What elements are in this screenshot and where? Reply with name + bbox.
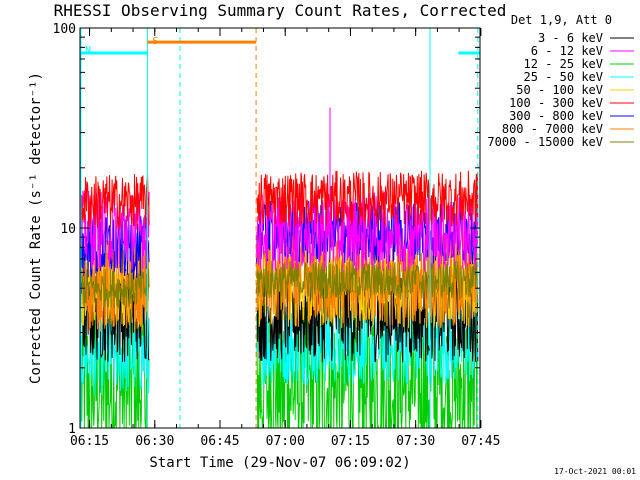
plot-data xyxy=(80,107,479,430)
footer-timestamp: 17-Oct-2021 00:01 xyxy=(554,467,636,476)
x-tick-label: 06:45 xyxy=(200,434,239,449)
series-line-7000-15000keV xyxy=(80,268,150,309)
legend-label: 12 - 25 keV xyxy=(524,57,603,71)
chart-title: RHESSI Observing Summary Count Rates, Co… xyxy=(54,1,507,20)
legend-label: 7000 - 15000 keV xyxy=(487,135,603,149)
series-line-12-25keV xyxy=(256,299,479,430)
x-tick-label: 06:30 xyxy=(135,434,174,449)
x-tick-label: 07:45 xyxy=(461,434,500,449)
x-tick-label: 07:30 xyxy=(396,434,435,449)
legend-header: Det 1,9, Att 0 xyxy=(511,13,612,27)
y-axis-label: Corrected Count Rate (s⁻¹ detector⁻¹) xyxy=(28,72,44,384)
series-line-100-300keV xyxy=(80,173,150,230)
legend-label: 800 - 7000 keV xyxy=(502,122,603,136)
legend-label: 100 - 300 keV xyxy=(509,96,603,110)
series-line-100-300keV xyxy=(256,170,479,227)
legend-label: 50 - 100 keV xyxy=(516,83,603,97)
flag-label: S xyxy=(152,36,158,47)
flag-label: N xyxy=(85,45,91,56)
x-axis-ticks: 06:15 06:30 06:45 07:00 07:15 07:30 07:45 xyxy=(70,28,500,449)
series-line-6-12keV xyxy=(256,191,479,272)
y-tick-label: 100 xyxy=(53,22,76,37)
legend-label: 3 - 6 keV xyxy=(538,31,603,45)
y-axis-ticks: 1 10 100 xyxy=(53,22,480,437)
y-tick-label: 1 xyxy=(68,422,76,437)
series-line-6-12keV xyxy=(80,190,150,270)
x-axis-label: Start Time (29-Nov-07 06:09:02) xyxy=(149,455,410,471)
series-line-25-50keV xyxy=(256,305,479,387)
y-tick-label: 10 xyxy=(60,222,76,237)
legend-label: 25 - 50 keV xyxy=(524,70,603,84)
legend-label: 6 - 12 keV xyxy=(531,44,603,58)
x-tick-label: 07:15 xyxy=(331,434,370,449)
x-tick-label: 07:00 xyxy=(266,434,305,449)
series-line-7000-15000keV xyxy=(256,259,479,300)
x-tick-label: 06:15 xyxy=(70,434,109,449)
legend-label: 300 - 800 keV xyxy=(509,109,603,123)
mode-flags: SN xyxy=(80,28,480,428)
